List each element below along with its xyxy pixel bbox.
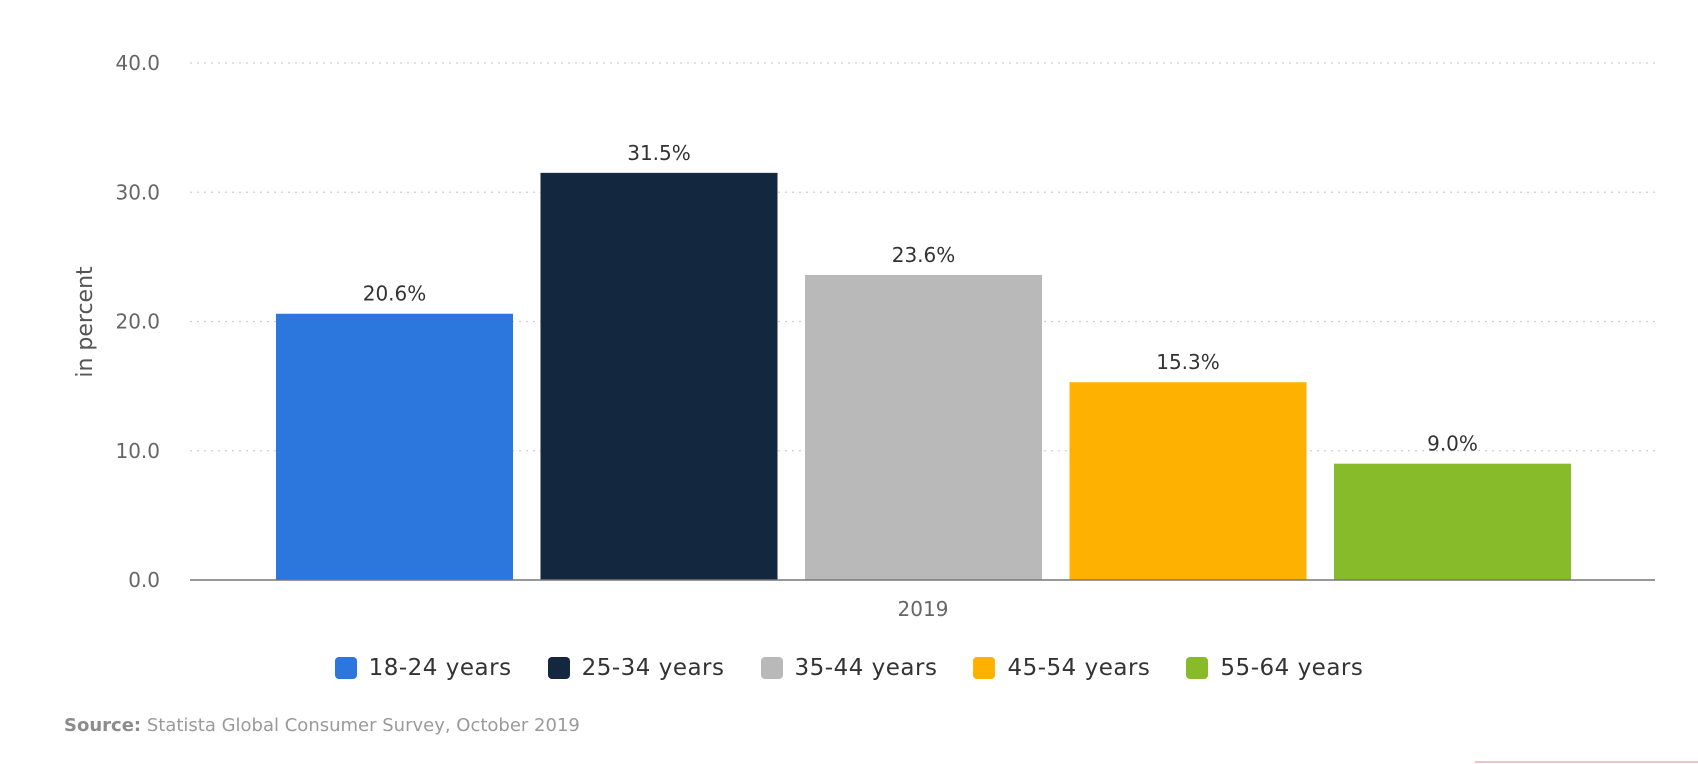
bar-3 bbox=[805, 274, 1042, 580]
legend-item-4[interactable]: 45-54 years bbox=[973, 655, 1150, 681]
legend-label: 55-64 years bbox=[1220, 655, 1364, 681]
y-tick-label: 0.0 bbox=[128, 568, 160, 592]
legend-item-5[interactable]: 55-64 years bbox=[1186, 655, 1363, 681]
decorative-divider bbox=[1475, 761, 1698, 763]
y-tick-label: 40.0 bbox=[115, 51, 160, 75]
bar-2 bbox=[540, 172, 778, 581]
bar-4 bbox=[1069, 382, 1307, 580]
legend: 18-24 years 25-34 years 35-44 years 45-54 y… bbox=[0, 655, 1698, 681]
legend-item-1[interactable]: 18-24 years bbox=[334, 655, 512, 681]
legend-swatch bbox=[760, 657, 783, 679]
legend-label: 35-44 years bbox=[794, 655, 938, 681]
legend-swatch bbox=[334, 657, 357, 679]
legend-swatch bbox=[1186, 657, 1209, 679]
legend-item-2[interactable]: 25-34 years bbox=[547, 655, 725, 681]
legend-label: 18-24 years bbox=[368, 655, 512, 681]
legend-swatch bbox=[547, 657, 570, 679]
bar-5 bbox=[1334, 463, 1571, 580]
source-note: Source: Statista Global Consumer Survey,… bbox=[64, 715, 580, 736]
data-label-2: 31.5% bbox=[627, 141, 691, 165]
bar-chart: 0.0 10.0 20.0 30.0 40.0 in percent 20.6% 31.5… bbox=[73, 51, 1655, 621]
source-text: Statista Global Consumer Survey, October… bbox=[141, 715, 580, 736]
x-axis-category-label: 2019 bbox=[898, 597, 949, 621]
y-tick-label: 10.0 bbox=[115, 439, 160, 463]
data-label-3: 23.6% bbox=[892, 243, 956, 267]
data-labels: 20.6% 31.5% 23.6% 15.3% 9.0% bbox=[363, 141, 1478, 456]
legend-label: 25-34 years bbox=[581, 655, 725, 681]
data-label-5: 9.0% bbox=[1427, 432, 1478, 456]
y-axis-title: in percent bbox=[73, 266, 98, 378]
legend-item-3[interactable]: 35-44 years bbox=[760, 655, 938, 681]
bar-1 bbox=[276, 313, 513, 580]
y-tick-label: 20.0 bbox=[115, 310, 160, 334]
y-tick-label: 30.0 bbox=[115, 180, 160, 204]
bars bbox=[276, 172, 1571, 581]
legend-label: 45-54 years bbox=[1007, 655, 1151, 681]
legend-swatch bbox=[973, 657, 996, 679]
data-label-1: 20.6% bbox=[363, 282, 427, 306]
data-label-4: 15.3% bbox=[1156, 350, 1220, 374]
y-axis-ticks: 0.0 10.0 20.0 30.0 40.0 bbox=[115, 51, 160, 592]
source-label: Source: bbox=[64, 715, 142, 736]
